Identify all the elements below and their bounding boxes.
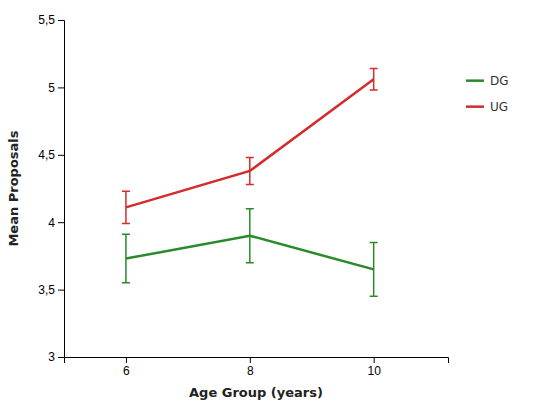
tick-mark xyxy=(58,290,64,291)
y-axis: 3 3,5 4 4,5 5 5,5 xyxy=(38,13,64,364)
tick-label: 5 xyxy=(48,81,55,95)
series-line xyxy=(126,79,374,207)
error-bar xyxy=(246,157,254,184)
legend-swatch xyxy=(466,105,484,108)
tick: 3,5 xyxy=(38,283,64,297)
error-bar xyxy=(122,234,130,283)
legend-label: UG xyxy=(490,100,508,114)
tick: 3 xyxy=(48,350,64,364)
error-bar xyxy=(246,209,254,263)
error-bar xyxy=(370,69,378,91)
tick-label: 4,5 xyxy=(38,148,55,162)
tick: 4,5 xyxy=(38,148,64,162)
series xyxy=(122,209,378,297)
tick-mark xyxy=(126,357,127,363)
tick: 5 xyxy=(48,81,64,95)
plot-area: 6 8 10 3 3,5 4 4,5 5 5,5 xyxy=(38,13,448,377)
marks xyxy=(122,69,378,297)
tick: 10 xyxy=(367,357,381,378)
tick: 5,5 xyxy=(38,13,64,27)
x-axis: 6 8 10 xyxy=(65,357,449,378)
tick: 8 xyxy=(247,357,254,378)
tick-mark xyxy=(250,357,251,363)
tick: 6 xyxy=(123,357,130,378)
y-axis-title: Mean Proposals xyxy=(6,130,21,246)
chart: 6 8 10 3 3,5 4 4,5 5 5,5 Age Group (years) Mean Pr… xyxy=(0,0,538,409)
legend: DG UG xyxy=(466,74,509,114)
tick-mark xyxy=(58,357,64,358)
tick-label: 5,5 xyxy=(38,13,55,27)
series xyxy=(122,69,378,224)
axis-line xyxy=(58,21,65,358)
tick-label: 6 xyxy=(123,364,130,378)
tick-label: 10 xyxy=(367,364,381,378)
tick: 4 xyxy=(48,216,64,230)
legend-label: DG xyxy=(490,74,509,88)
legend-swatch xyxy=(466,79,484,82)
x-axis-title: Age Group (years) xyxy=(189,385,323,400)
axis-line xyxy=(65,358,449,364)
tick-label: 3 xyxy=(48,350,55,364)
tick-label: 3,5 xyxy=(38,283,55,297)
tick-label: 4 xyxy=(48,216,55,230)
error-bar xyxy=(122,191,130,223)
tick-mark xyxy=(58,222,64,223)
tick-label: 8 xyxy=(247,364,254,378)
tick-mark xyxy=(374,357,375,363)
legend-item: DG xyxy=(466,74,509,88)
tick-mark xyxy=(58,87,64,88)
tick-mark xyxy=(58,155,64,156)
error-bar xyxy=(370,242,378,296)
legend-item: UG xyxy=(466,100,508,114)
tick-mark xyxy=(58,20,64,21)
